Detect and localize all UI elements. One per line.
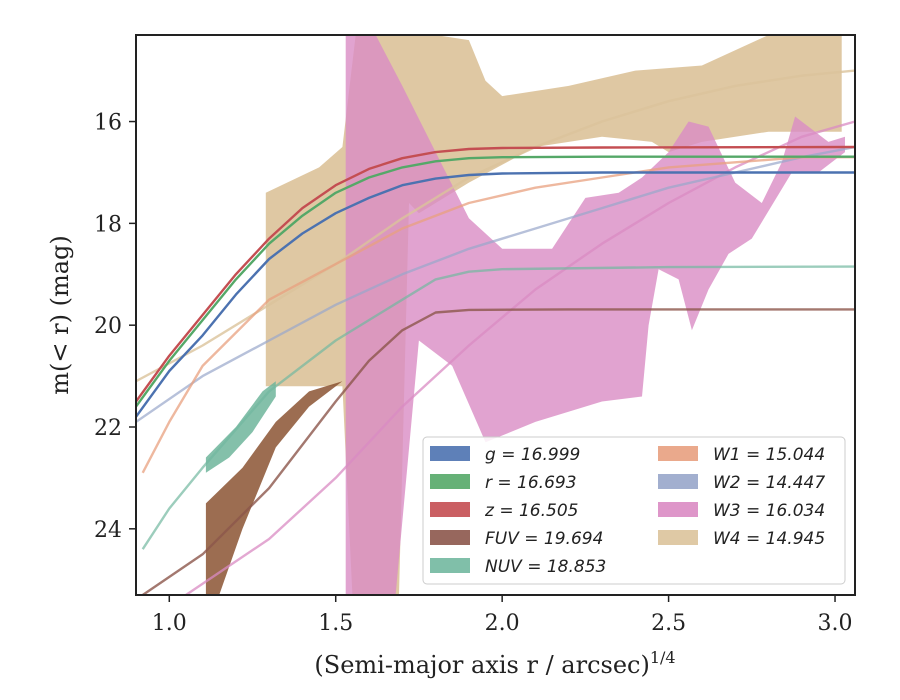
series-line-nuv	[141, 265, 855, 550]
legend-label-w2-: W2 = 14.447	[713, 473, 825, 493]
legend-label-fuv-: FUV = 19.694	[485, 529, 603, 549]
legend-swatch-fuv-	[430, 530, 470, 545]
x-tick-label: 2.0	[485, 611, 520, 636]
legend: g = 16.999 W1 = 15.044 r = 16.693 W2 = 14.4…	[422, 436, 846, 585]
x-axis-ticks: 1.0 1.5 2.0 2.5 3.0	[152, 595, 853, 636]
x-tick-label: 3.0	[818, 611, 853, 636]
y-tick-label: 22	[94, 416, 122, 441]
legend-label-w3-: W3 = 16.034	[713, 501, 825, 521]
y-axis-label: m(< r) (mag)	[46, 235, 74, 394]
legend-swatch-w2-	[658, 474, 698, 489]
legend-label-g-: g = 16.999	[485, 445, 580, 465]
series-line-fuv	[142, 308, 855, 595]
series-line-w2	[136, 145, 855, 423]
legend-label-r-: r = 16.693	[485, 473, 577, 493]
series-line-w1	[141, 155, 855, 474]
series-line-r	[136, 155, 855, 408]
legend-swatch-w3-	[658, 502, 698, 517]
y-tick-label: 18	[94, 212, 122, 237]
legend-label-w4-: W4 = 14.945	[713, 529, 825, 549]
x-tick-label: 1.0	[152, 611, 187, 636]
y-tick-label: 20	[94, 314, 122, 339]
plot-frame	[135, 34, 856, 596]
legend-swatch-w4-	[658, 530, 698, 545]
y-tick-label: 24	[94, 518, 122, 543]
y-axis-ticks: 16 18 20 22 24	[94, 111, 136, 543]
legend-swatch-nuv-	[430, 558, 470, 573]
lines-layer	[136, 69, 855, 595]
x-axis-label: (Semi-major axis r / arcsec)1/4	[314, 648, 675, 679]
legend-swatch-z-	[430, 502, 470, 517]
x-tick-label: 2.5	[651, 611, 686, 636]
legend-label-z-: z = 16.505	[484, 501, 578, 521]
legend-box	[422, 436, 846, 585]
y-tick-label: 16	[94, 111, 122, 136]
series-line-z	[136, 145, 855, 403]
x-tick-label: 1.5	[318, 611, 353, 636]
series-line-g	[136, 171, 855, 418]
legend-swatch-r-	[430, 474, 470, 489]
legend-label-nuv-: NUV = 18.853	[485, 557, 606, 577]
legend-swatch-g-	[430, 446, 470, 461]
legend-label-w1-: W1 = 15.044	[713, 445, 825, 465]
legend-swatch-w1-	[658, 446, 698, 461]
